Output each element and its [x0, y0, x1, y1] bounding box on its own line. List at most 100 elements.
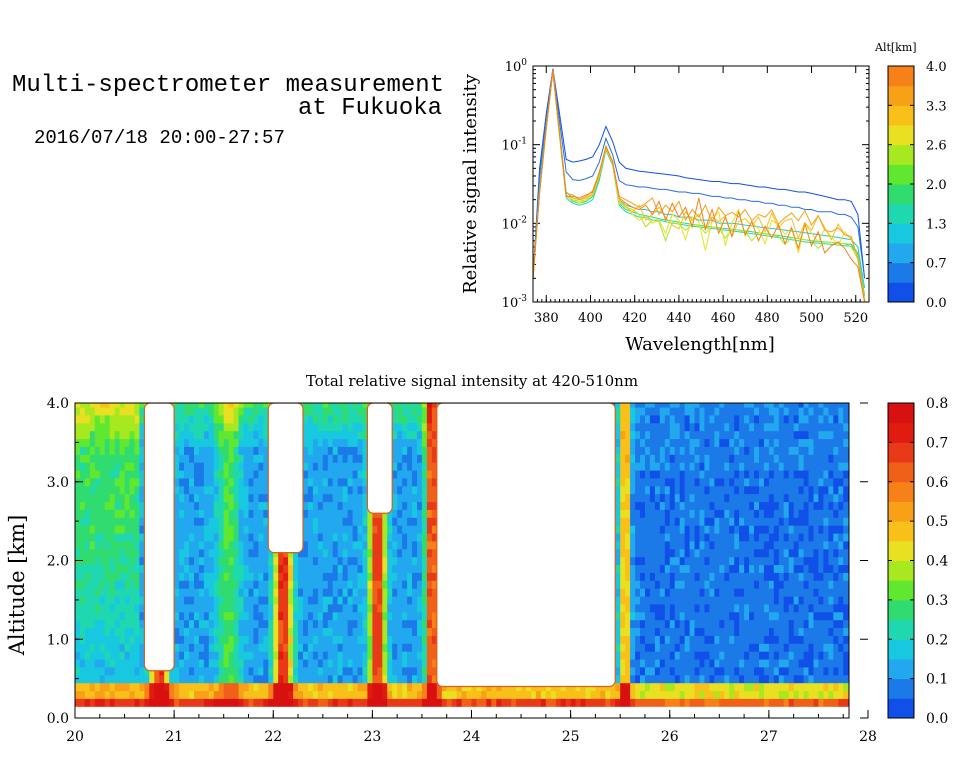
heatmap-cell	[674, 493, 681, 503]
heatmap-cell	[273, 595, 279, 605]
heatmap-cell	[322, 635, 329, 644]
heatmap-cell	[392, 493, 398, 503]
heatmap-cell	[283, 690, 289, 699]
heatmap-cell	[377, 548, 383, 558]
heatmap-cell	[129, 477, 136, 487]
heatmap-cell	[431, 588, 438, 597]
heatmap-cell	[342, 509, 349, 518]
heatmap-cell	[223, 627, 230, 636]
heatmap-cell	[669, 469, 676, 479]
heatmap-cell	[367, 627, 373, 636]
heatmap-cell	[412, 501, 418, 510]
heatmap-cell	[194, 698, 200, 707]
heatmap-cell	[664, 525, 671, 534]
heatmap-cell	[407, 446, 413, 455]
heatmap-cell	[392, 595, 398, 605]
heatmap-cell	[75, 564, 81, 573]
heatmap-cell	[407, 674, 413, 684]
heatmap-cell	[397, 635, 403, 644]
heatmap-cell	[238, 403, 245, 408]
heatmap-cell	[620, 422, 626, 432]
heatmap-cell	[426, 493, 433, 503]
heatmap-cell	[654, 588, 661, 597]
spectrum-y-tick-label: 10-1	[502, 137, 527, 154]
heatmap-cell	[109, 422, 116, 432]
heatmap-cell	[397, 611, 403, 621]
heatmap-cell	[615, 603, 621, 613]
heatmap-cell	[75, 525, 81, 534]
heatmap-cell	[352, 588, 359, 597]
heatmap-cell	[238, 422, 245, 432]
heatmap-cell	[327, 666, 334, 676]
heatmap-cell	[372, 572, 378, 581]
heatmap-cell	[218, 580, 225, 589]
heatmap-cell	[372, 666, 378, 676]
y-tick-exp: -2	[518, 215, 527, 225]
heatmap-cell	[402, 588, 408, 597]
heatmap-cell	[243, 651, 250, 660]
heatmap-cell	[382, 564, 388, 573]
heatmap-cell	[303, 556, 309, 566]
heatmap-cell	[382, 572, 388, 581]
heatmap-cell	[407, 572, 413, 581]
heatmap-cell	[372, 517, 378, 526]
heatmap-cell	[119, 414, 126, 424]
heatmap-cell	[84, 501, 91, 510]
heatmap-cell	[649, 658, 656, 668]
heatmap-cell	[649, 406, 656, 416]
heatmap-cell	[233, 406, 240, 416]
heatmap-cell	[357, 454, 364, 463]
heatmap-cell	[223, 469, 230, 479]
heatmap-cell	[75, 666, 81, 676]
heatmap-cell	[674, 603, 681, 613]
heatmap-cell	[208, 406, 215, 416]
heatmap-cell	[669, 406, 676, 416]
heatmap-cell	[664, 643, 671, 652]
heatmap-cell	[139, 454, 145, 463]
heatmap-cell	[194, 403, 200, 408]
heatmap-cell	[412, 666, 418, 676]
heatmap-cell	[263, 635, 269, 644]
heatmap-cell	[84, 627, 91, 636]
heatmap-cell	[337, 690, 344, 699]
spectrum-colorbar-label: 0.7	[926, 257, 947, 272]
heatmap-cell	[134, 595, 141, 605]
heatmap-cell	[307, 454, 314, 463]
heatmap-cell	[367, 643, 373, 652]
heatmap-cell	[307, 485, 314, 495]
heatmap-cell	[307, 477, 314, 487]
heatmap-cell	[635, 438, 641, 447]
heatmap-cell	[213, 651, 220, 660]
heatmap-cell	[674, 406, 681, 416]
heatmap-cell	[417, 469, 423, 479]
heatmap-cell	[392, 422, 398, 432]
heatmap-cell	[312, 572, 319, 581]
heatmap-cell	[109, 403, 116, 408]
heatmap-cell	[654, 698, 661, 707]
heatmap-cell	[357, 430, 364, 440]
heatmap-cell	[134, 517, 141, 526]
heatmap-cell	[412, 406, 418, 416]
heatmap-cell	[134, 438, 141, 447]
heatmap-cell	[664, 674, 671, 684]
heatmap-cell	[293, 572, 299, 581]
heatmap-cell	[80, 469, 86, 479]
heatmap-cell	[620, 674, 626, 684]
heatmap-cell	[402, 540, 408, 550]
heatmap-cell	[332, 572, 339, 581]
heatmap-cell	[84, 658, 91, 668]
heatmap-cell	[179, 580, 185, 589]
heatmap-cell	[198, 580, 205, 589]
heatmap-cell	[421, 572, 428, 581]
heatmap-cell	[298, 690, 304, 699]
heatmap-cell	[387, 611, 393, 621]
heatmap-cell	[75, 611, 81, 621]
heatmap-cell	[218, 406, 225, 416]
heatmap-cell	[471, 690, 478, 699]
heatmap-cell	[114, 666, 121, 676]
heatmap-cell	[104, 674, 111, 684]
heatmap-cell	[184, 477, 190, 487]
heatmap-cell	[347, 556, 354, 566]
heatmap-cell	[174, 501, 180, 510]
heatmap-cell	[303, 674, 309, 684]
